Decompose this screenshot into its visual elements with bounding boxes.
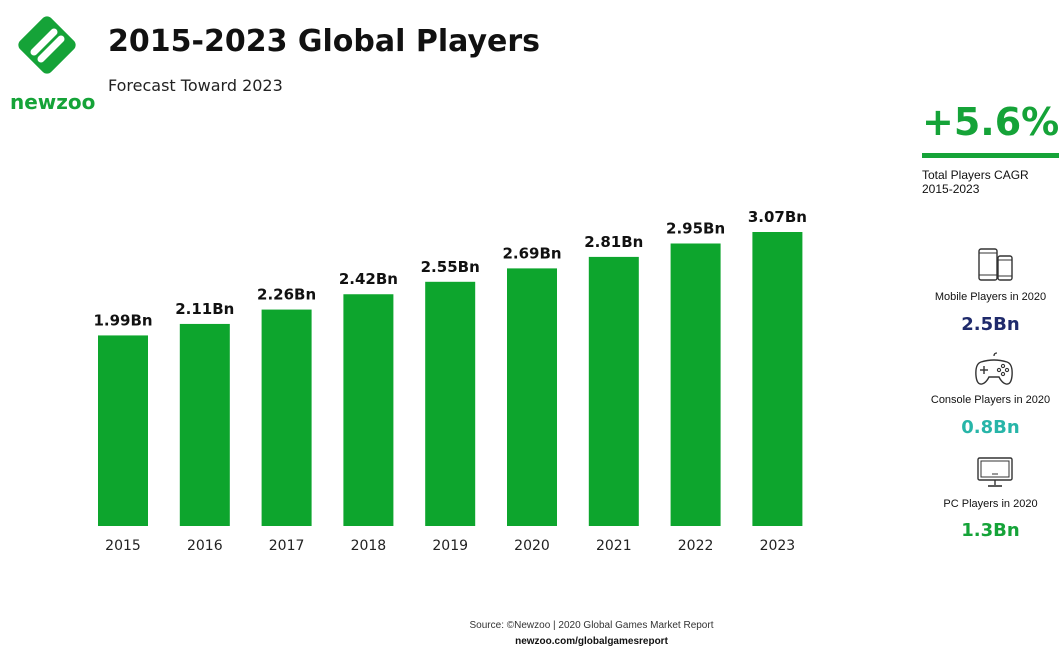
pc-players-label: PC Players in 2020 xyxy=(943,498,1038,510)
x-tick-2017: 2017 xyxy=(269,538,305,554)
console-players-label: Console Players in 2020 xyxy=(930,394,1051,406)
bar-2018 xyxy=(343,294,394,526)
bar-chart: 1.99Bn 2015 2.11Bn 2016 2.26Bn 2017 2.42Bn 2018… xyxy=(93,208,807,554)
bar-2017 xyxy=(261,309,312,526)
page-subtitle: Forecast Toward 2023 xyxy=(108,76,283,95)
data-label-2023: 3.07Bn xyxy=(748,208,807,226)
cagr-label-line2: 2015-2023 xyxy=(922,182,980,196)
bar-2021 xyxy=(588,256,639,526)
x-tick-2016: 2016 xyxy=(187,538,223,554)
bar-2016 xyxy=(179,323,230,526)
data-label-2022: 2.95Bn xyxy=(666,219,725,237)
data-label-2021: 2.81Bn xyxy=(584,233,643,251)
mobile-players-label: Mobile Players in 2020 xyxy=(934,291,1047,303)
x-tick-2019: 2019 xyxy=(432,538,468,554)
x-tick-2020: 2020 xyxy=(514,538,550,554)
data-label-2016: 2.11Bn xyxy=(175,300,234,318)
page-title: 2015-2023 Global Players xyxy=(108,24,540,59)
mobile-players-value: 2.5Bn xyxy=(961,314,1020,335)
cagr-value: +5.6% xyxy=(922,100,1059,144)
x-tick-2018: 2018 xyxy=(351,538,387,554)
x-tick-2015: 2015 xyxy=(105,538,141,554)
data-label-2019: 2.55Bn xyxy=(421,258,480,276)
data-label-2018: 2.42Bn xyxy=(339,270,398,288)
source-link[interactable]: newzoo.com/globalgamesreport xyxy=(515,636,668,647)
gamepad-icon xyxy=(975,352,1013,385)
bar-2015 xyxy=(98,335,148,526)
cagr-label: Total Players CAGR 2015-2023 xyxy=(922,168,1059,196)
newzoo-logo: newzoo xyxy=(10,12,96,114)
data-label-2017: 2.26Bn xyxy=(257,286,316,304)
console-players-value: 0.8Bn xyxy=(961,417,1020,438)
bar-2023 xyxy=(752,232,803,526)
bar-2019 xyxy=(425,281,476,526)
newzoo-logo-icon xyxy=(18,16,76,74)
cagr-divider xyxy=(922,153,1059,158)
cagr-label-line1: Total Players CAGR xyxy=(922,168,1029,182)
mobile-devices-icon xyxy=(978,248,1013,281)
source-note: Source: ©Newzoo | 2020 Global Games Mark… xyxy=(469,620,714,631)
pc-monitor-icon xyxy=(977,457,1013,487)
pc-players-value: 1.3Bn xyxy=(961,520,1020,541)
x-tick-2022: 2022 xyxy=(678,538,714,554)
bar-2022 xyxy=(670,243,721,526)
data-label-2020: 2.69Bn xyxy=(502,244,561,262)
bar-2020 xyxy=(507,268,557,526)
logo-wordmark: newzoo xyxy=(10,90,96,114)
x-tick-2021: 2021 xyxy=(596,538,632,554)
data-label-2015: 1.99Bn xyxy=(93,311,152,329)
x-tick-2023: 2023 xyxy=(760,538,796,554)
